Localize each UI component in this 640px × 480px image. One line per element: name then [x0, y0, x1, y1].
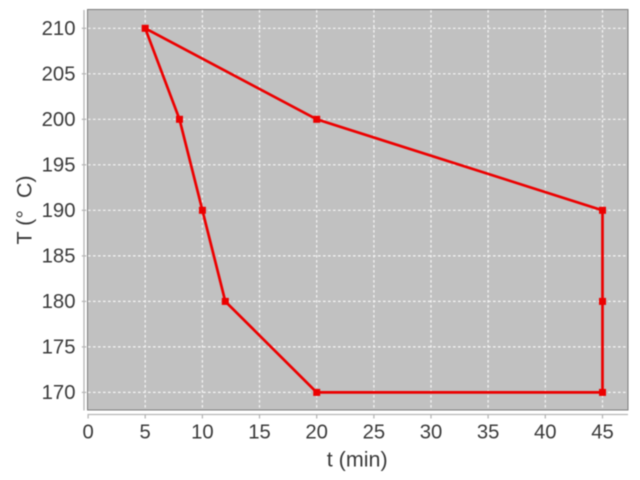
- svg-text:190: 190: [42, 200, 76, 222]
- svg-text:45: 45: [591, 422, 614, 444]
- svg-text:175: 175: [42, 337, 76, 359]
- svg-text:170: 170: [42, 382, 76, 404]
- svg-text:210: 210: [42, 18, 76, 40]
- svg-text:40: 40: [534, 422, 557, 444]
- svg-text:205: 205: [42, 64, 76, 86]
- svg-text:25: 25: [363, 422, 386, 444]
- svg-text:20: 20: [305, 422, 328, 444]
- svg-text:200: 200: [42, 109, 76, 131]
- svg-text:10: 10: [191, 422, 214, 444]
- svg-text:t (min): t (min): [327, 447, 388, 471]
- svg-text:180: 180: [42, 291, 76, 313]
- svg-text:185: 185: [42, 246, 76, 268]
- svg-text:T (° C): T (° C): [13, 175, 37, 244]
- svg-text:0: 0: [82, 422, 93, 444]
- svg-text:35: 35: [477, 422, 500, 444]
- svg-text:5: 5: [140, 422, 151, 444]
- svg-text:195: 195: [42, 155, 76, 177]
- svg-text:15: 15: [248, 422, 271, 444]
- svg-text:30: 30: [420, 422, 443, 444]
